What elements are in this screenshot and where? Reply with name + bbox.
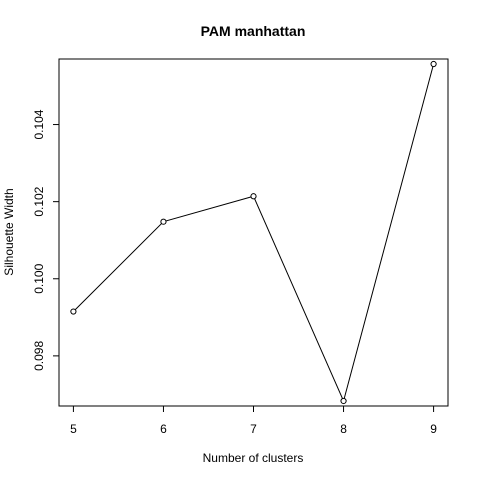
data-point (70, 308, 77, 315)
y-tick-label: 0.104 (32, 109, 46, 139)
x-tick-label: 8 (340, 422, 347, 436)
y-axis-title: Silhouette Width (2, 188, 16, 275)
series-group (70, 60, 437, 405)
x-tick-label: 9 (430, 422, 437, 436)
x-tick-label: 7 (250, 422, 257, 436)
y-tick-label: 0.098 (32, 341, 46, 371)
data-point (340, 397, 347, 405)
chart-title: PAM manhattan (201, 23, 306, 39)
data-point (160, 218, 167, 225)
x-axis: 5 6 7 8 9 (70, 406, 437, 436)
y-tick-label: 0.100 (32, 263, 46, 293)
y-tick-label: 0.102 (32, 186, 46, 216)
data-point (250, 193, 257, 200)
data-point (430, 60, 437, 68)
x-tick-label: 5 (70, 422, 77, 436)
x-axis-title: Number of clusters (203, 451, 304, 465)
x-tick-label: 6 (160, 422, 167, 436)
y-axis: 0.098 0.100 0.102 0.104 (32, 109, 59, 371)
